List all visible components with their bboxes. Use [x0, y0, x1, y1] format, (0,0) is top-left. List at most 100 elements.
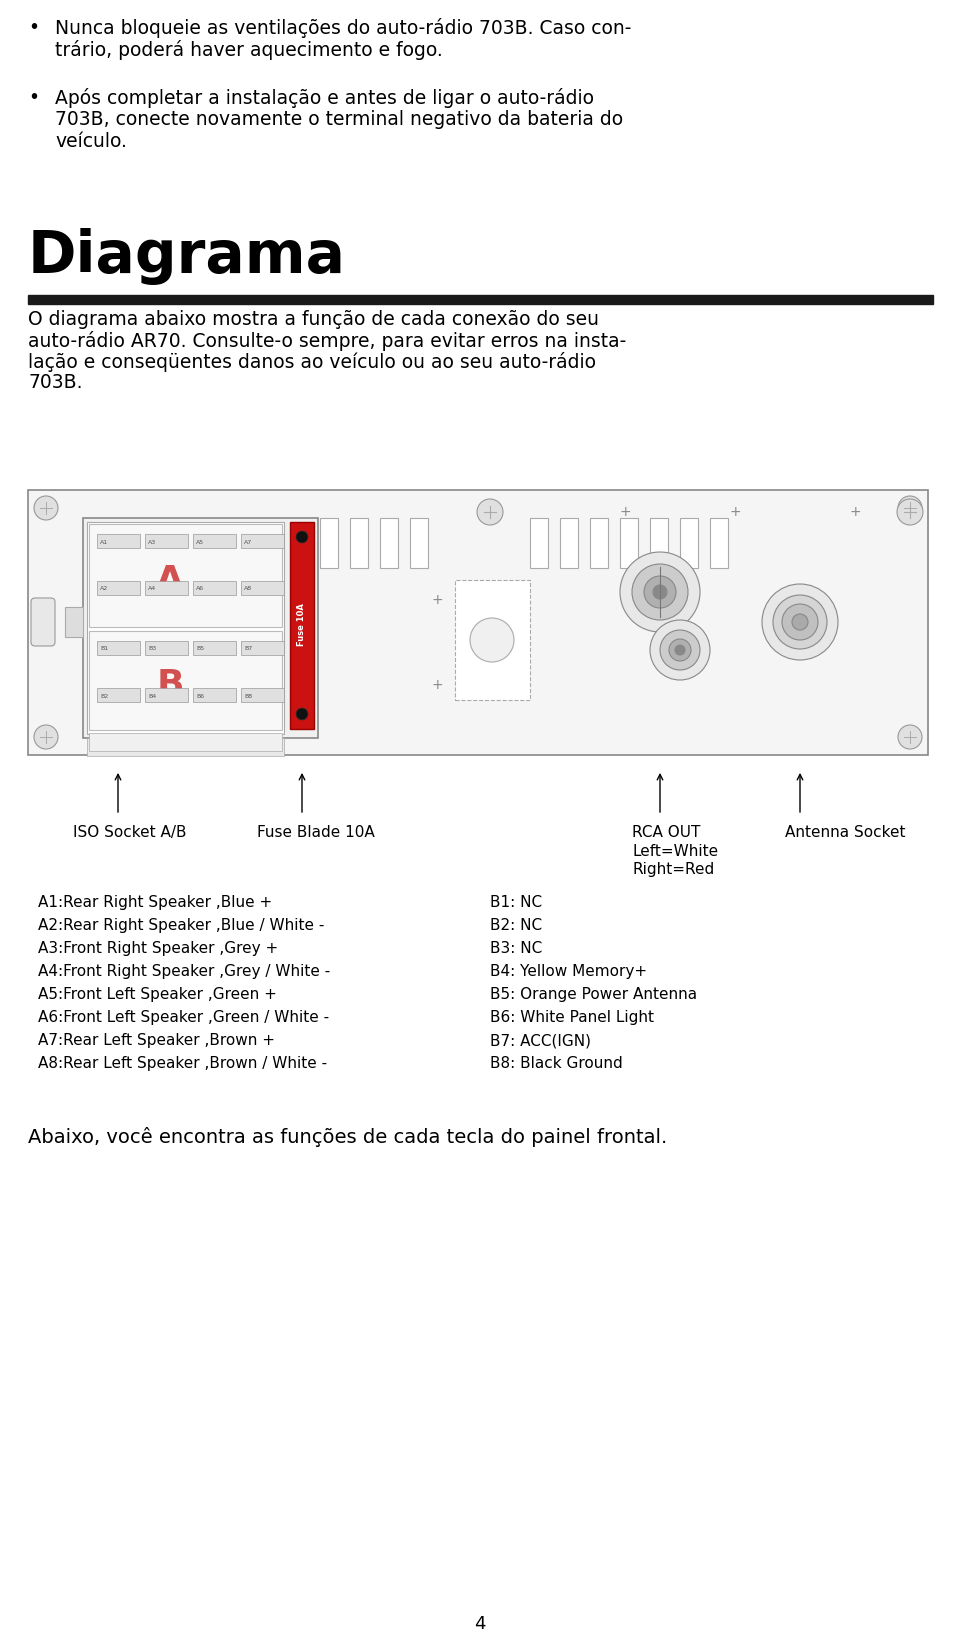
Circle shape — [782, 603, 818, 640]
Text: A7:Rear Left Speaker ,Brown +: A7:Rear Left Speaker ,Brown + — [38, 1032, 275, 1047]
Text: Fuse Blade 10A: Fuse Blade 10A — [257, 825, 374, 840]
Text: B8: B8 — [244, 694, 252, 699]
Circle shape — [34, 496, 58, 520]
Text: B5: Orange Power Antenna: B5: Orange Power Antenna — [490, 986, 697, 1001]
Text: A8: A8 — [244, 587, 252, 592]
Bar — [290, 523, 314, 728]
Text: Abaixo, você encontra as funções de cada tecla do painel frontal.: Abaixo, você encontra as funções de cada… — [28, 1128, 667, 1148]
Circle shape — [660, 630, 700, 671]
Text: auto-rádio AR70. Consulte-o sempre, para evitar erros na insta-: auto-rádio AR70. Consulte-o sempre, para… — [28, 330, 626, 352]
Circle shape — [792, 613, 808, 630]
Bar — [241, 534, 284, 547]
Text: B2: NC: B2: NC — [490, 917, 542, 934]
Circle shape — [650, 620, 710, 681]
Bar — [28, 490, 928, 755]
Text: B7: B7 — [244, 646, 252, 651]
Bar — [193, 687, 236, 702]
Circle shape — [632, 564, 688, 620]
Text: Antenna Socket: Antenna Socket — [785, 825, 905, 840]
Bar — [380, 518, 398, 567]
Text: B1: NC: B1: NC — [490, 894, 542, 911]
Bar — [455, 580, 530, 700]
Text: B4: B4 — [148, 694, 156, 699]
Bar — [320, 518, 338, 567]
Circle shape — [898, 496, 922, 520]
Bar — [620, 518, 638, 567]
Text: +: + — [619, 505, 631, 520]
Text: B8: Black Ground: B8: Black Ground — [490, 1055, 623, 1070]
Circle shape — [477, 500, 503, 524]
Text: veículo.: veículo. — [55, 132, 127, 151]
Text: B3: B3 — [148, 646, 156, 651]
Text: Após completar a instalação e antes de ligar o auto-rádio: Após completar a instalação e antes de l… — [55, 89, 594, 109]
Circle shape — [897, 500, 923, 524]
Text: lação e conseqüentes danos ao veículo ou ao seu auto-rádio: lação e conseqüentes danos ao veículo ou… — [28, 352, 596, 372]
Bar — [97, 534, 140, 547]
Circle shape — [898, 725, 922, 750]
Bar — [530, 518, 548, 567]
Text: ISO Socket A/B: ISO Socket A/B — [73, 825, 186, 840]
Text: A: A — [156, 564, 184, 598]
Text: +: + — [730, 505, 741, 520]
Bar — [410, 518, 428, 567]
Bar — [28, 294, 933, 304]
Text: 4: 4 — [474, 1614, 486, 1632]
Circle shape — [470, 618, 514, 663]
FancyBboxPatch shape — [31, 598, 55, 646]
Text: A3: A3 — [148, 539, 156, 544]
Bar — [590, 518, 608, 567]
Bar — [241, 687, 284, 702]
Bar — [89, 733, 282, 751]
Circle shape — [762, 584, 838, 659]
Text: A5: A5 — [196, 539, 204, 544]
Text: A1:Rear Right Speaker ,Blue +: A1:Rear Right Speaker ,Blue + — [38, 894, 273, 911]
Circle shape — [669, 640, 691, 661]
Bar — [145, 580, 188, 595]
Bar — [145, 534, 188, 547]
Text: B5: B5 — [196, 646, 204, 651]
Bar — [241, 641, 284, 654]
Bar — [65, 607, 83, 636]
Circle shape — [644, 575, 676, 608]
Text: 703B, conecte novamente o terminal negativo da bateria do: 703B, conecte novamente o terminal negat… — [55, 110, 623, 128]
Text: B6: White Panel Light: B6: White Panel Light — [490, 1009, 654, 1024]
Bar — [145, 687, 188, 702]
Circle shape — [653, 585, 667, 598]
Text: B3: NC: B3: NC — [490, 940, 542, 957]
Circle shape — [773, 595, 827, 649]
Text: B1: B1 — [100, 646, 108, 651]
Bar — [560, 518, 578, 567]
Bar — [710, 518, 728, 567]
Bar — [89, 524, 282, 626]
Text: A5:Front Left Speaker ,Green +: A5:Front Left Speaker ,Green + — [38, 986, 276, 1001]
Circle shape — [296, 531, 308, 543]
Text: A6: A6 — [196, 587, 204, 592]
Text: Diagrama: Diagrama — [28, 229, 346, 284]
Bar — [350, 518, 368, 567]
Bar — [145, 641, 188, 654]
Bar — [87, 738, 284, 756]
Text: A4: A4 — [148, 587, 156, 592]
Text: RCA OUT
Left=White
Right=Red: RCA OUT Left=White Right=Red — [632, 825, 718, 878]
Text: +: + — [850, 505, 861, 520]
Circle shape — [296, 709, 308, 720]
Text: A7: A7 — [244, 539, 252, 544]
Bar — [241, 580, 284, 595]
Circle shape — [34, 725, 58, 750]
Bar — [97, 687, 140, 702]
Bar — [83, 518, 318, 738]
Text: B6: B6 — [196, 694, 204, 699]
Bar — [193, 641, 236, 654]
Circle shape — [620, 552, 700, 631]
Text: B2: B2 — [100, 694, 108, 699]
Text: B7: ACC(IGN): B7: ACC(IGN) — [490, 1032, 591, 1047]
Text: A8:Rear Left Speaker ,Brown / White -: A8:Rear Left Speaker ,Brown / White - — [38, 1055, 327, 1070]
Text: +: + — [431, 677, 443, 692]
Circle shape — [675, 644, 685, 654]
Text: B: B — [156, 669, 183, 702]
Text: A1: A1 — [100, 539, 108, 544]
Text: Fuse 10A: Fuse 10A — [298, 603, 306, 646]
Bar — [193, 534, 236, 547]
Bar — [89, 631, 282, 730]
Bar — [97, 641, 140, 654]
